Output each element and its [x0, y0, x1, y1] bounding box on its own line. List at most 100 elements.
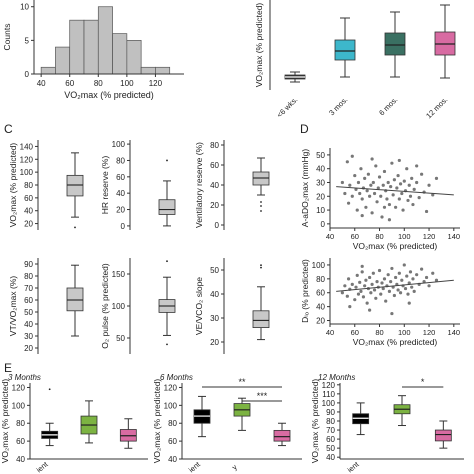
e-12-months-y-label: VO₂max (% predicted): [310, 379, 320, 464]
dlco-x-tick-label: 40: [326, 328, 334, 337]
a-ado2-point: [394, 205, 398, 209]
a-ado2-point: [340, 180, 344, 185]
vt-vo2max-box-panel: 20 30 40 50 60 70 80 90 VT/VO₂max (%): [8, 258, 84, 354]
e-6-months-y-tick-label: 80: [168, 419, 177, 428]
ve-vco2-slope-outlier: [260, 266, 262, 269]
a-ado2-point: [392, 178, 396, 182]
ventilatory-reserve-y-tick-label: 60: [210, 161, 219, 170]
a-ado2-point: [346, 201, 351, 205]
a-ado2-point: [385, 197, 389, 201]
a-ado2-point: [363, 176, 367, 180]
time-course-box: [384, 32, 406, 56]
e-3-months-y-label: VO₂max (% predicted): [0, 379, 10, 464]
vo2max-y-label: VO₂max (% predicted): [8, 143, 18, 228]
dlco-point: [369, 291, 373, 295]
histogram-x-tick-label: 120: [149, 79, 163, 88]
dlco-point: [434, 278, 439, 282]
dlco-point: [408, 270, 413, 274]
vt-vo2max-y-tick-label: 50: [24, 308, 33, 317]
e-6-months-significance-label: ***: [257, 391, 268, 401]
e-12-months-y-tick-label: 80: [326, 417, 335, 426]
dlco-point: [368, 275, 372, 280]
dlco-point: [398, 291, 403, 295]
a-ado2-x-label: VO₂max (% predicted): [353, 241, 438, 251]
a-ado2-point: [355, 208, 359, 212]
dlco-point: [379, 292, 383, 296]
a-ado2-point: [356, 180, 361, 185]
ve-vco2-slope-outlier: [260, 264, 262, 267]
hr-reserve-y-tick-label: 0: [121, 222, 126, 231]
dlco-point: [405, 274, 409, 278]
dlco-point: [360, 270, 364, 274]
dlco-point: [372, 288, 377, 292]
dlco-x-tick-label: 80: [375, 328, 383, 337]
a-ado2-point: [366, 172, 370, 176]
e-6-months-y-tick-label: 40: [168, 455, 177, 464]
time-course-category-label: <6 wks.: [275, 95, 299, 119]
dlco-point: [370, 282, 374, 286]
dlco-point: [348, 305, 352, 309]
dlco-point: [343, 284, 347, 288]
o2-pulse-y-label: O₂ pulse (% predicted): [100, 263, 110, 349]
dlco-point: [407, 281, 411, 285]
vo2max-y-tick-label: 140: [20, 142, 34, 151]
histogram-bar: [83, 19, 99, 75]
dlco-point: [360, 264, 364, 268]
vt-vo2max-y-tick-label: 40: [24, 320, 33, 329]
a-ado2-trend-line: [336, 186, 454, 196]
dlco-point: [346, 277, 351, 281]
hr-reserve-y-tick-label: 100: [112, 140, 126, 149]
histogram-bar: [140, 66, 156, 75]
dlco-x-tick-label: 100: [398, 328, 411, 337]
a-ado2-point: [389, 185, 393, 189]
ventilatory-reserve-outlier: [260, 201, 262, 203]
ve-vco2-slope-y-tick-label: 30: [210, 314, 219, 323]
dlco-point: [427, 284, 431, 288]
hr-reserve-y-tick-label: 20: [116, 206, 125, 215]
ventilatory-reserve-y-tick-label: 0: [215, 221, 220, 230]
histogram-y-tick-label: 5: [25, 36, 30, 45]
dlco-point: [400, 278, 404, 282]
histogram-x-tick-label: 40: [37, 79, 46, 88]
hr-reserve-y-label: HR reserve (%): [100, 156, 110, 215]
a-ado2-point: [391, 193, 395, 197]
e-6-months-y-label: VO₂max (% predicted): [152, 379, 162, 464]
a-ado2-point: [371, 180, 375, 185]
e-3-months-outlier: [48, 388, 51, 391]
a-ado2-x-tick-label: 40: [326, 232, 334, 241]
a-ado2-point: [377, 175, 382, 179]
a-ado2-point: [380, 215, 384, 219]
a-ado2-point: [368, 194, 372, 198]
e-12-months-significance-label: *: [421, 377, 425, 387]
vt-vo2max-y-tick-label: 80: [24, 272, 33, 281]
a-ado2-x-tick-label: 140: [448, 232, 461, 241]
dlco-x-tick-label: 60: [351, 328, 359, 337]
dlco-y-label: Dₗₒ (% predicted): [300, 259, 310, 323]
ventilatory-reserve-y-tick-label: 80: [210, 141, 219, 150]
vo2max-y-tick-label: 100: [20, 168, 34, 177]
a-ado2-y-tick-label: 10: [316, 206, 325, 215]
hr-reserve-y-tick-label: 80: [116, 156, 125, 165]
ventilatory-reserve-y-label: Ventilatory reserve (%): [194, 142, 204, 228]
a-ado2-point: [420, 172, 424, 176]
a-ado2-point: [417, 196, 421, 200]
a-ado2-point: [370, 157, 374, 161]
e-12-months-y-tick-label: 40: [326, 453, 335, 462]
o2-pulse-y-tick-label: 100: [112, 302, 126, 311]
a-ado2-point: [382, 169, 387, 174]
dlco-point: [345, 294, 349, 298]
dlco-y-tick-label: 100: [312, 261, 326, 270]
o2-pulse-y-tick-label: 150: [112, 270, 126, 279]
dlco-point: [371, 271, 375, 275]
e-12-months-y-tick-label: 50: [326, 444, 335, 453]
dlco-point: [403, 286, 408, 291]
dlco-point: [359, 289, 363, 293]
dlco-point: [392, 293, 396, 298]
dlco-point: [420, 267, 424, 271]
e-6-months-y-tick-label: 120: [164, 383, 178, 392]
